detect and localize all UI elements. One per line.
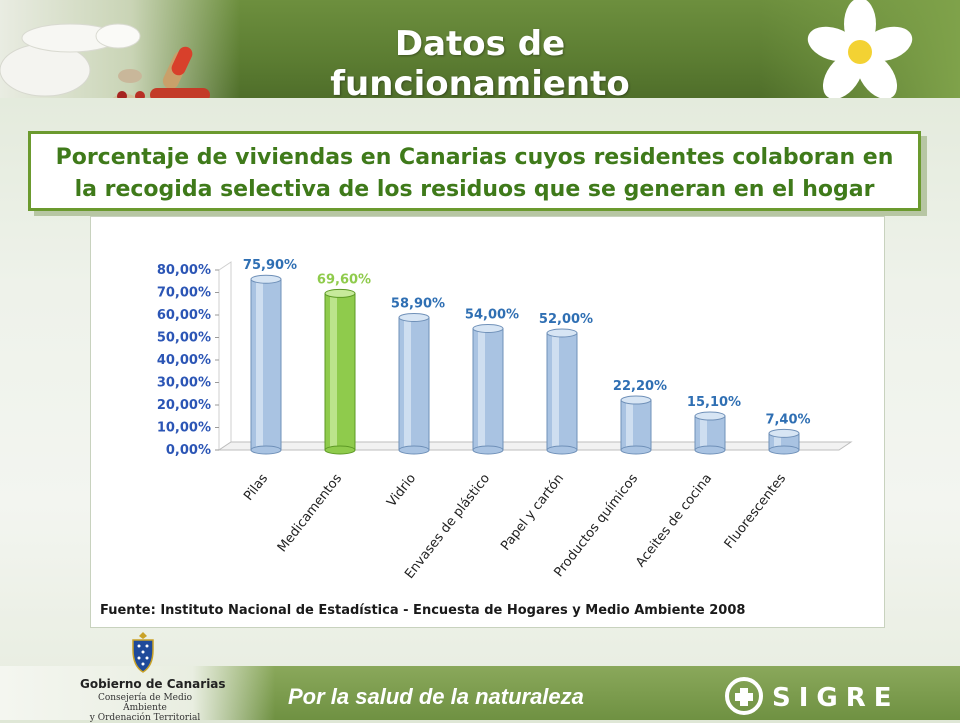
bar-cap [324,288,356,298]
bar-body [694,415,726,451]
category-label: Pilas [241,471,271,504]
y-axis-tick-label: 60,00% [157,308,211,323]
bar-highlight [700,416,707,450]
data-label: 7,40% [765,412,810,427]
data-label: 15,10% [687,395,741,410]
bar-base [546,445,578,455]
bar-cap [768,428,800,438]
data-label: 69,60% [317,272,371,287]
category-label: Aceites de cocina [633,471,715,570]
chart-floor [217,441,853,451]
pills-illustration [0,23,210,110]
chart-subtitle-box: Porcentaje de viviendas en Canarias cuyo… [28,131,921,211]
chart-side-wall [218,261,232,451]
bar-highlight [404,317,411,450]
y-axis-tick-label: 50,00% [157,331,211,346]
subtitle-line-2: la recogida selectiva de los residuos qu… [74,177,875,202]
chart-subtitle: Porcentaje de viviendas en Canarias cuyo… [31,142,918,206]
bar-highlight [478,328,485,450]
category-label: Envases de plástico [402,471,493,582]
bar-body [324,292,356,451]
sigre-wordmark: SIGRE [772,683,894,713]
bar-chart: 0,00% 10,00% 20,00% 30,00% 40,00% 50,00% 60,00… [157,258,853,582]
bar-cap [250,274,282,284]
data-label: 54,00% [465,308,519,323]
bar [472,324,504,455]
gov-name: Gobierno de Canarias [80,677,226,691]
data-label: 52,00% [539,312,593,327]
category-label: Medicamentos [275,471,345,555]
bar-cap [472,324,504,333]
bar-body [546,332,578,451]
y-axis-tick-label: 20,00% [157,398,211,413]
data-label: 58,90% [391,296,445,311]
y-axis-tick-label: 0,00% [166,443,211,458]
bar-body [472,328,504,451]
bar-base [324,445,356,455]
category-label: Fluorescentes [722,471,790,552]
y-axis-tick-label: 80,00% [157,263,211,278]
bar-base [398,445,430,455]
bar-highlight [774,433,781,450]
category-label: Papel y cartón [498,471,567,553]
bar [398,312,430,455]
coat-of-arms-icon [132,632,154,673]
chart-panel: 0,00% 10,00% 20,00% 30,00% 40,00% 50,00% 60,00… [90,216,885,628]
flower-image [760,0,960,100]
sigre-cross-icon [725,677,763,715]
bar [546,328,578,455]
bar [768,428,800,455]
data-label: 75,90% [243,258,297,273]
bar-cap [398,312,430,322]
bar-highlight [256,279,263,450]
bar-cap [694,411,726,421]
subtitle-line-1: Porcentaje de viviendas en Canarias cuyo… [55,145,894,170]
bar-body [620,399,652,451]
gov-department-line-1: Consejería de Medio Ambiente [97,693,193,713]
frangipani-flower-illustration [807,0,913,100]
y-axis-tick-label: 30,00% [157,376,211,391]
data-label: 22,20% [613,379,667,394]
chart-source: Fuente: Instituto Nacional de Estadístic… [100,603,746,618]
bar-body [398,316,430,451]
y-axis-tick-label: 40,00% [157,353,211,368]
bar-highlight [626,400,633,450]
bar-base [250,445,282,455]
bar-cap [620,395,652,405]
bar-cap [546,328,578,338]
footer-tagline: Por la salud de la naturaleza [288,684,584,709]
pills-image [0,0,240,110]
gov-department-line-2: y Ordenación Territorial [89,713,201,723]
bar-body [250,278,282,451]
bar-highlight [552,333,559,450]
category-label: Productos químicos [551,471,641,580]
gov-department: Consejería de Medio Ambiente y Ordenació… [80,693,210,723]
footer-logo-area [0,666,275,720]
bar [620,395,652,455]
bar [694,411,726,455]
bar [250,274,282,455]
bar-base [694,445,726,455]
category-label: Vidrio [384,471,419,510]
sigre-logo: SIGRE [725,677,894,715]
sigre-plus-icon [735,688,753,706]
page-title: Datos de funcionamiento [330,24,630,104]
bar-highlight [330,293,337,450]
bar-base [472,445,504,455]
bar-base [768,445,800,455]
bar [324,288,356,455]
y-axis-tick-label: 10,00% [157,421,211,436]
bar-base [620,445,652,455]
y-axis-tick-label: 70,00% [157,286,211,301]
